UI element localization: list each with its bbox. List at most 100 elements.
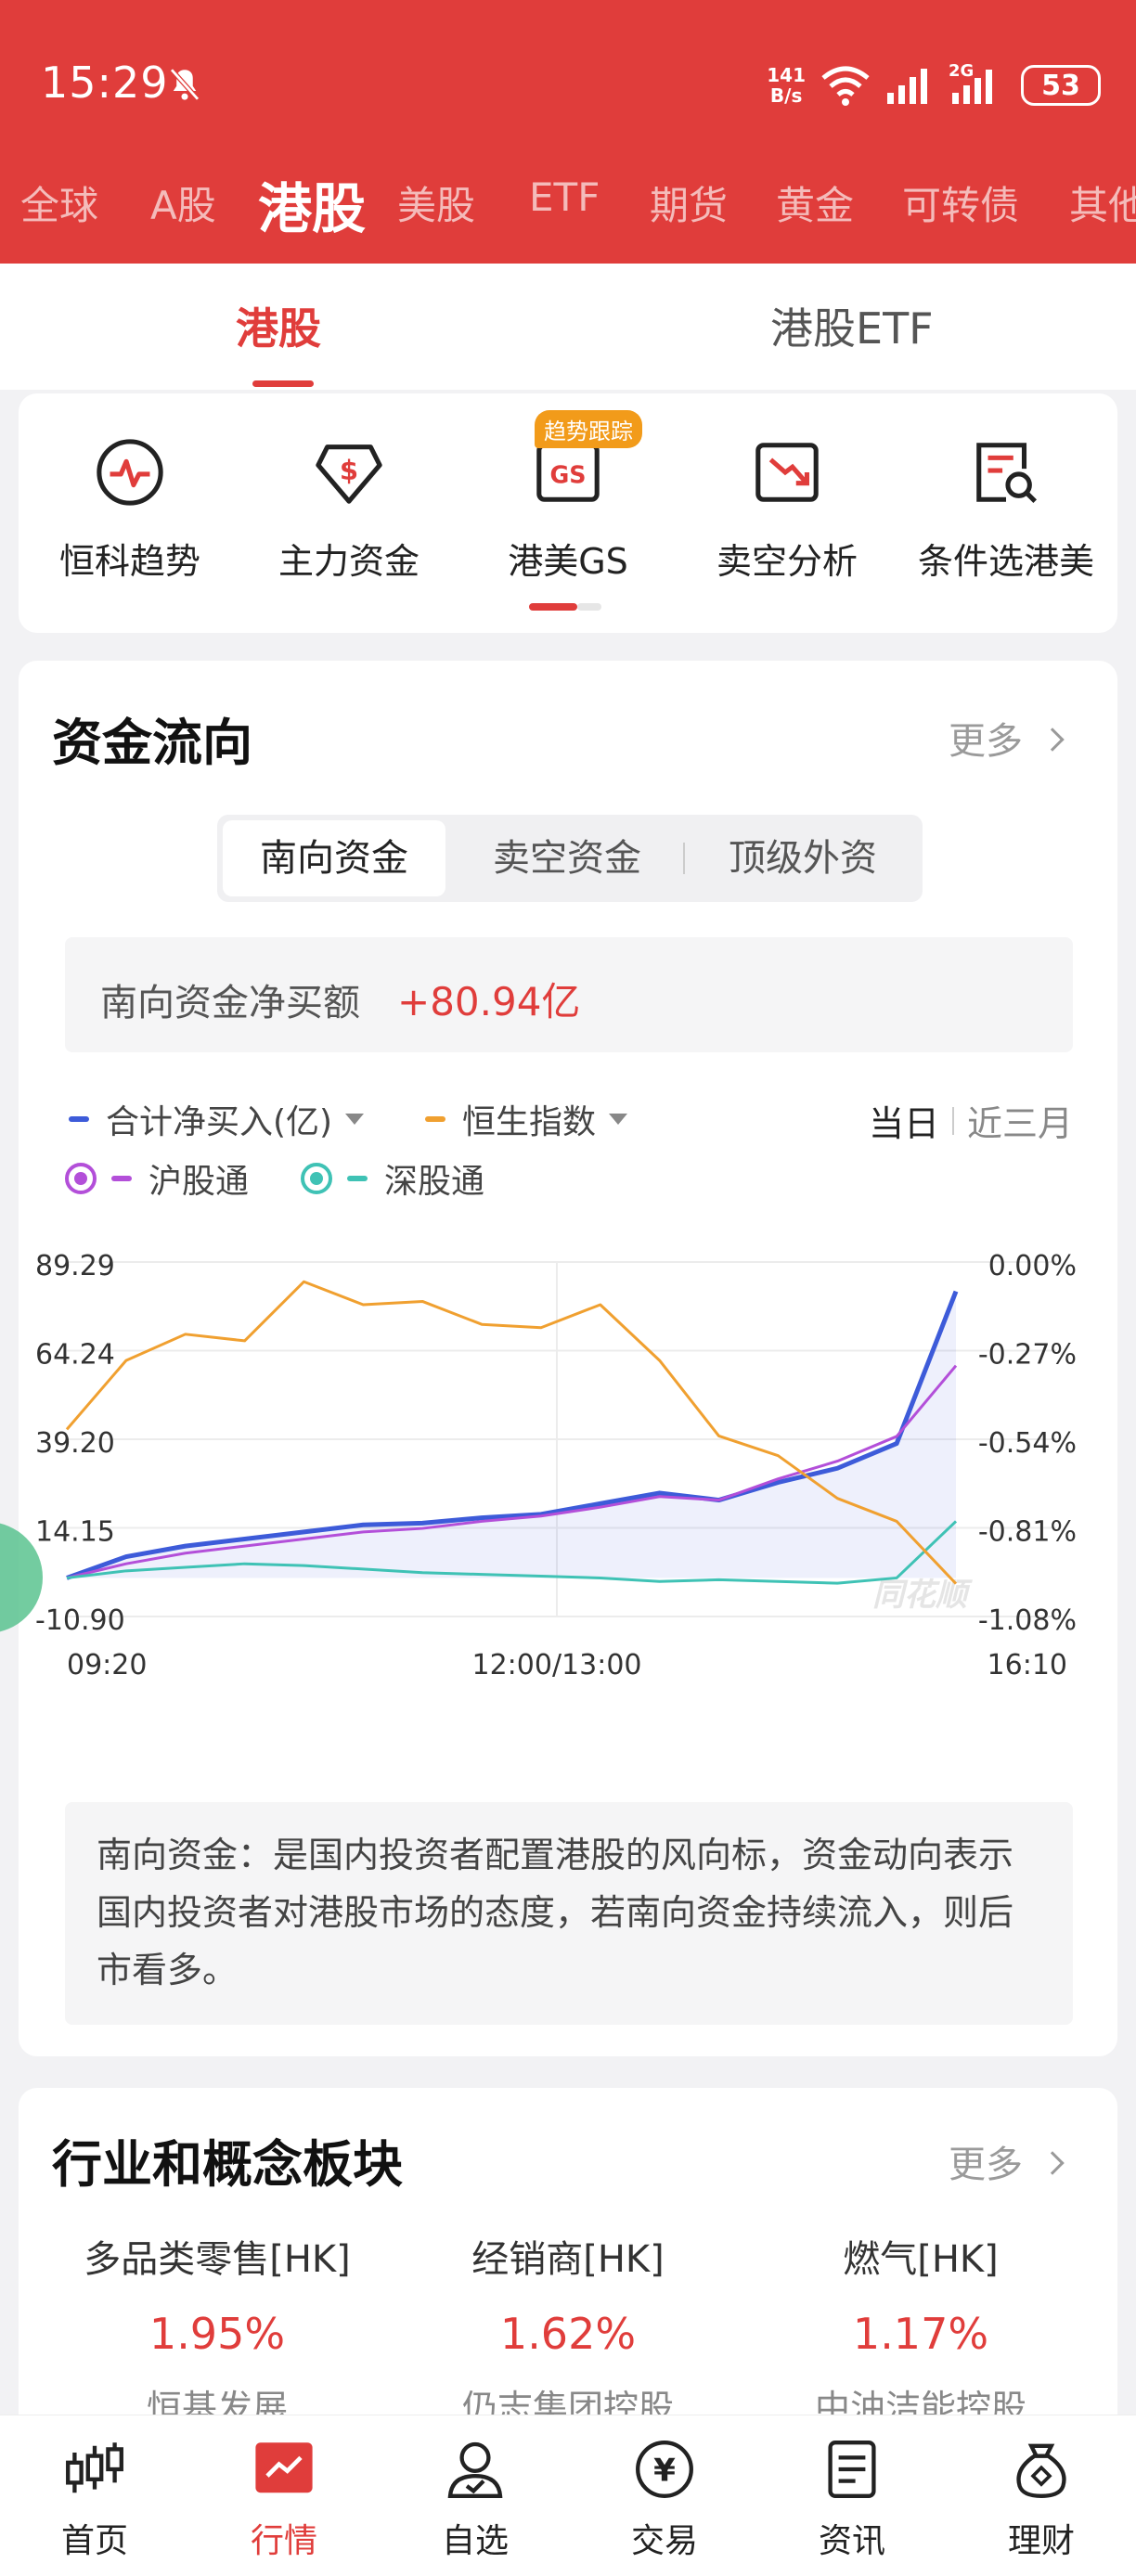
candlestick-icon [66,2442,123,2493]
net-buy-box: 南向资金净买额 +80.94亿 [65,937,1073,1052]
radio-checked-icon [65,1163,97,1194]
series-line [65,1280,958,1585]
tools-page-indicator [577,603,601,611]
sectors-more-link[interactable]: 更多 [949,2134,1065,2188]
svg-text:¥: ¥ [653,2453,676,2490]
fund-flow-more-link[interactable]: 更多 [949,711,1065,765]
y-right-tick-label: -1.08% [978,1604,1077,1637]
tab-others[interactable]: 其他 [1069,183,1136,228]
y-left-tick-label: 14.15 [35,1516,115,1549]
short-chart-icon [755,443,819,502]
fund-flow-card: 资金流向 更多 南向资金 卖空资金 顶级外资 南向资金净买额 +80.94亿 合… [19,661,1117,2056]
tool-gs[interactable]: GS 港美GS [457,436,679,584]
y-right-tick-label: -0.54% [978,1427,1077,1460]
radio-checked-icon [301,1163,332,1194]
net-buy-label: 南向资金净买额 [100,982,360,1024]
nav-watchlist[interactable]: 自选 [410,2436,540,2562]
y-right-tick-label: -0.27% [978,1339,1077,1372]
bottom-nav: 首页 行情 自选 ¥ 交易 资讯 [0,2415,1136,2576]
tab-futures[interactable]: 期货 [650,183,729,228]
tool-condition-picker[interactable]: 条件选港美 [895,436,1117,584]
caret-down-icon [609,1114,628,1125]
seg-top-foreign[interactable]: 顶级外资 [729,837,877,880]
chevron-right-icon [1039,728,1065,752]
tab-gold[interactable]: 黄金 [776,183,855,228]
chart-watermark: 同花顺 [872,1577,973,1614]
range-toggle: 当日 近三月 [869,1095,1073,1146]
legend-hsi[interactable]: 恒生指数 [425,1095,628,1143]
range-today[interactable]: 当日 [869,1103,940,1144]
sector-item[interactable]: 燃气[HK] 1.17% 中油洁能控股 [814,2238,1026,2428]
nav-wealth[interactable]: 理财 [976,2436,1106,2562]
legend-sz-connect[interactable]: 深股通 [301,1154,484,1203]
legend-total[interactable]: 合计净买入(亿) [69,1095,365,1143]
net-buy-value: +80.94亿 [397,979,581,1024]
sectors-card: 行业和概念板块 更多 多品类零售[HK] 1.95% 恒基发展 经销商[HK] … [19,2088,1117,2441]
net-speed: 141 B/s [767,64,806,107]
fund-flow-chart[interactable]: 89.29 0.00% 64.24 -0.27% 39.20 -0.54% 14.15 -0.… [19,1236,1117,1728]
tool-short-analysis[interactable]: 卖空分析 [676,436,898,584]
seg-southbound[interactable]: 南向资金 [223,820,445,896]
subtab-hk-etf[interactable]: 港股ETF [770,303,934,354]
tab-a-share[interactable]: A股 [150,183,216,228]
y-left-tick-label: -10.90 [35,1604,125,1637]
tab-etf[interactable]: ETF [529,174,600,220]
svg-text:$: $ [340,455,358,486]
status-bar: 15:29 141 B/s 2G [0,0,1136,158]
tab-us[interactable]: 美股 [397,183,476,228]
sector-item[interactable]: 经销商[HK] 1.62% 仍志集团控股 [461,2238,674,2428]
tab-hk[interactable]: 港股 [258,177,367,239]
signal-2g-icon: 2G [949,61,1006,106]
tool-main-fund[interactable]: $ 主力资金 [238,436,460,584]
chevron-right-icon [1039,2151,1065,2175]
svg-text:GS: GS [549,461,586,489]
total-area [67,1291,956,1578]
filter-search-icon [976,443,1037,503]
caret-down-icon [345,1114,365,1125]
legend-swatch [111,1176,132,1181]
tool-hsi-trend[interactable]: 恒科趋势 [19,436,241,584]
tab-convertible[interactable]: 可转债 [902,183,1020,228]
nav-trade[interactable]: ¥ 交易 [600,2436,729,2562]
trend-icon [97,439,163,506]
sectors-title: 行业和概念板块 [52,2135,403,2194]
nav-home[interactable]: 首页 [30,2436,160,2562]
fund-flow-description: 南向资金：是国内投资者配置港股的风向标，资金动向表示国内投资者对港股市场的态度，… [65,1802,1073,2025]
trend-badge: 趋势跟踪 [535,410,642,448]
legend-sh-connect[interactable]: 沪股通 [65,1154,249,1203]
sector-item[interactable]: 多品类零售[HK] 1.95% 恒基发展 [84,2238,351,2428]
top-header: 15:29 141 B/s 2G [0,0,1136,264]
person-check-icon [447,2441,503,2498]
nav-news[interactable]: 资讯 [787,2436,917,2562]
seg-short-fund[interactable]: 卖空资金 [493,837,641,880]
subtab-indicator [252,380,314,387]
range-three-months[interactable]: 近三月 [967,1103,1074,1144]
money-tag-icon: $ [316,444,382,504]
y-right-tick-label: 0.00% [988,1250,1077,1282]
x-tick-label: 16:10 [988,1649,1067,1681]
money-bag-icon [1016,2443,1066,2498]
seg-divider [683,843,685,874]
series-line [66,1364,958,1579]
bell-muted-icon [170,68,200,101]
legend-swatch [347,1176,368,1181]
status-time: 15:29 [41,58,169,108]
news-doc-icon [828,2441,876,2498]
y-left-tick-label: 89.29 [35,1250,115,1282]
battery-indicator: 53 [1021,65,1101,106]
legend-swatch [69,1116,89,1122]
fund-flow-title: 资金流向 [52,714,252,772]
subtab-hk[interactable]: 港股 [236,303,321,354]
nav-market[interactable]: 行情 [219,2436,349,2562]
y-right-tick-label: -0.81% [978,1516,1077,1549]
series-line [66,1520,958,1585]
tab-global[interactable]: 全球 [20,183,99,228]
y-left-tick-label: 39.20 [35,1427,115,1460]
fund-segment-control: 南向资金 卖空资金 顶级外资 [217,815,923,902]
signal-icon [887,69,927,104]
tools-page-indicator-active [529,603,577,611]
wifi-icon [821,66,870,106]
x-tick-label: 12:00/13:00 [471,1649,641,1681]
x-tick-label: 09:20 [67,1649,147,1681]
legend-swatch [425,1116,445,1122]
